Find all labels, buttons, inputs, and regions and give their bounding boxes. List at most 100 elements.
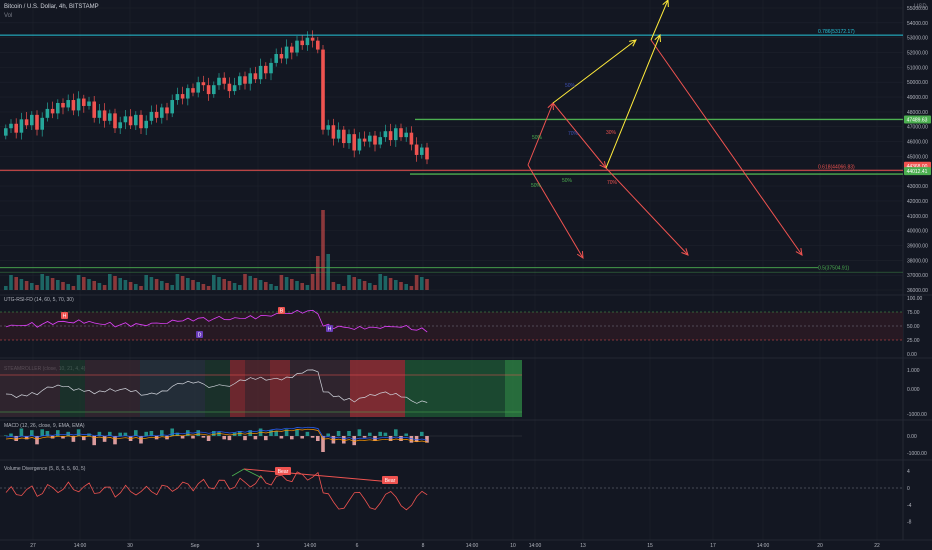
volume-bar xyxy=(76,275,81,290)
candle-body xyxy=(108,113,112,121)
volume-bar xyxy=(87,279,91,290)
arrow-down-1-head xyxy=(576,250,584,259)
y-tick-label: 55000.00 xyxy=(907,6,928,12)
x-tick-label: 14:00 xyxy=(304,543,317,549)
volume-bar xyxy=(212,275,216,290)
currency-label: USD xyxy=(914,4,927,10)
candle-body xyxy=(217,77,221,86)
steamroller-zone xyxy=(85,360,140,417)
macd-histogram-bar xyxy=(321,436,325,452)
candle-body xyxy=(248,73,252,84)
macd-histogram-bar xyxy=(201,436,206,438)
volume-bar xyxy=(92,281,96,290)
candle-body xyxy=(196,82,200,93)
price-tag xyxy=(904,167,931,176)
volume-bar xyxy=(394,280,398,290)
steamroller-line xyxy=(5,369,428,404)
macd-histogram-bar xyxy=(310,436,315,438)
volume-bar xyxy=(232,283,237,290)
arrow-up-yellow-3-head xyxy=(662,0,669,8)
candle-body xyxy=(290,46,294,53)
volume-bar xyxy=(30,283,34,290)
candle-body xyxy=(134,114,138,126)
rsi-marker-label: B xyxy=(280,309,284,315)
voldiv-line xyxy=(244,471,428,511)
macd-y-tick: 0.00 xyxy=(907,434,917,440)
level-label-0618: 0.618(44066.83) xyxy=(818,164,855,170)
volume-bar xyxy=(66,284,70,290)
volume-bar xyxy=(50,278,55,290)
macd-histogram-bar xyxy=(160,430,164,436)
macd-histogram-bar xyxy=(279,436,284,439)
rsi-title: UTG-RSI-FD (14, 60, 5, 70, 30) xyxy=(4,297,74,303)
candle-body xyxy=(326,125,330,130)
volume-bar xyxy=(149,277,154,290)
volume-bar xyxy=(186,278,190,290)
x-tick-label: 22 xyxy=(874,543,880,549)
candle-body xyxy=(113,113,117,129)
volume-bar xyxy=(227,281,232,290)
x-tick-label: 8 xyxy=(422,543,425,549)
candle-body xyxy=(118,122,122,129)
rsi-y-tick: 25.00 xyxy=(907,338,920,344)
y-tick-label: 48000.00 xyxy=(907,110,928,116)
volume-bar xyxy=(45,276,50,290)
projection-percent: 50% xyxy=(531,183,542,189)
y-tick-label: 52000.00 xyxy=(907,51,928,57)
macd-histogram-bar xyxy=(326,433,330,436)
steamroller-zone xyxy=(270,360,290,417)
macd-histogram-bar xyxy=(336,431,341,436)
macd-histogram-bar xyxy=(253,436,258,440)
x-tick-label: 14:00 xyxy=(757,543,770,549)
macd-y-tick: -1000.00 xyxy=(907,451,927,457)
y-tick-label: 46000.00 xyxy=(907,140,928,146)
macd-histogram-bar xyxy=(342,436,346,444)
candle-body xyxy=(336,129,341,139)
candle-body xyxy=(76,98,81,111)
candle-body xyxy=(206,85,211,95)
candle-body xyxy=(362,138,367,142)
rsi-line xyxy=(5,309,428,333)
volume-bar xyxy=(180,276,185,290)
macd-histogram-bar xyxy=(170,428,174,436)
volume-bar xyxy=(170,285,174,290)
volume-bar xyxy=(206,286,211,290)
rsi-band xyxy=(0,312,903,340)
volume-bar xyxy=(264,282,268,290)
volume-bar xyxy=(279,275,284,290)
macd-histogram-bar xyxy=(212,431,216,436)
candle-body xyxy=(123,116,128,123)
candle-body xyxy=(144,120,148,129)
macd-histogram-bar xyxy=(14,436,18,441)
macd-histogram-bar xyxy=(134,430,138,436)
volume-bar xyxy=(71,286,76,290)
candle-body xyxy=(222,77,226,84)
volume-bar xyxy=(82,277,86,290)
x-tick-label: 20 xyxy=(817,543,823,549)
macd-histogram-bar xyxy=(243,436,247,441)
volume-bar xyxy=(373,285,377,290)
macd-histogram-bar xyxy=(40,429,44,436)
macd-histogram-bar xyxy=(71,436,76,442)
rsi-marker-label: H xyxy=(63,314,67,320)
x-tick-label: 30 xyxy=(127,543,133,549)
candle-body xyxy=(35,114,39,130)
arrow-up-1 xyxy=(527,102,554,166)
candle-body xyxy=(186,88,190,99)
candle-body xyxy=(321,49,325,130)
y-tick-label: 45000.00 xyxy=(907,154,928,160)
macd-histogram-bar xyxy=(295,429,299,436)
volume-bar xyxy=(196,282,200,290)
macd-histogram-bar xyxy=(118,432,122,436)
macd-histogram-bar xyxy=(24,436,29,440)
candle-body xyxy=(40,117,44,130)
candle-body xyxy=(394,128,398,141)
candle-body xyxy=(388,131,393,141)
candle-body xyxy=(97,110,102,118)
x-tick-label: 14:00 xyxy=(529,543,542,549)
candle-body xyxy=(56,102,60,114)
volume-bar xyxy=(316,256,320,290)
rsi-y-tick: 0.00 xyxy=(907,352,917,358)
volume-bar xyxy=(175,274,180,290)
